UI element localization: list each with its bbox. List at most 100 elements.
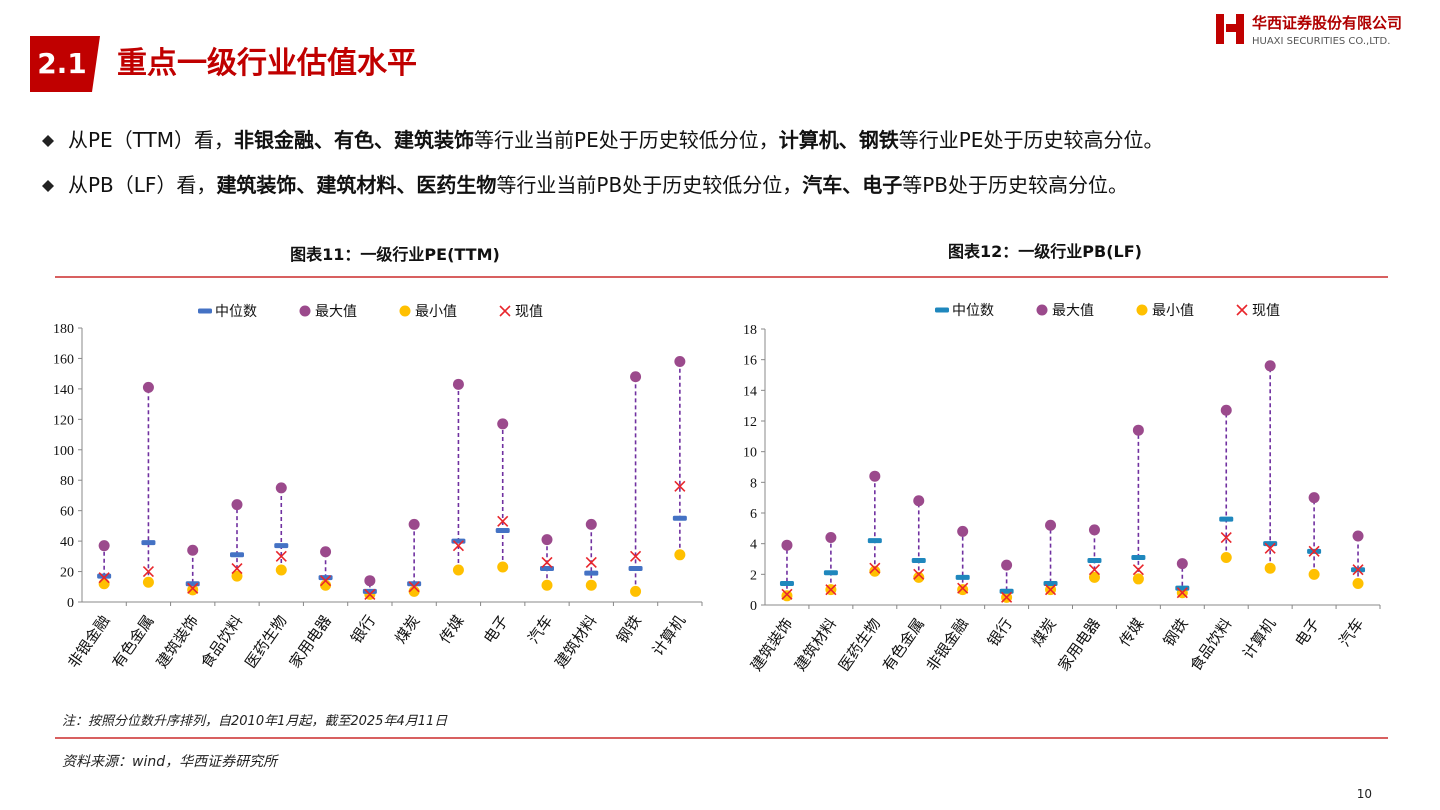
bullet-marker: [42, 180, 54, 192]
current-marker: [1308, 545, 1320, 557]
x-tick-label: 计算机: [649, 612, 690, 659]
current-marker: [320, 575, 332, 587]
median-marker: [274, 543, 289, 549]
legend-label: 最小值: [415, 304, 457, 320]
legend-swatch: [1036, 304, 1048, 316]
page-number: 10: [1357, 787, 1372, 801]
x-tick-label: 汽车: [1336, 616, 1367, 650]
current-marker: [869, 562, 881, 574]
max-marker: [585, 518, 597, 530]
min-marker: [497, 561, 509, 573]
median-marker: [1219, 516, 1234, 522]
current-marker: [781, 588, 793, 600]
current-marker: [497, 515, 509, 527]
min-marker: [1352, 578, 1364, 590]
x-tick-label: 建筑材料: [792, 616, 840, 675]
current-marker: [1001, 591, 1013, 603]
min-marker: [1264, 562, 1276, 574]
max-marker: [1308, 492, 1320, 504]
x-tick-label: 计算机: [1239, 615, 1280, 662]
min-marker: [913, 571, 925, 583]
chart-title: 图表11：一级行业PE(TTM): [290, 245, 500, 264]
max-marker: [825, 532, 837, 544]
median-marker: [1131, 554, 1146, 560]
chart-title: 图表12：一级行业PB(LF): [948, 242, 1142, 261]
logo-name: 华西证券股份有限公司: [1252, 14, 1402, 32]
median-marker: [584, 570, 599, 576]
min-marker: [869, 565, 881, 577]
median-marker: [1087, 558, 1102, 564]
current-marker: [1220, 531, 1232, 544]
legend-label: 最大值: [1052, 303, 1094, 319]
header-badge: [30, 36, 100, 92]
min-marker: [1132, 573, 1144, 585]
y-tick-label: 180: [53, 322, 74, 337]
x-tick-label: 电子: [1292, 616, 1323, 650]
bullet-segment: 等行业当前PB处于历史较低分位，: [496, 173, 802, 197]
source: 资料来源：wind，华西证券研究所: [62, 754, 279, 770]
median-marker: [1043, 581, 1058, 587]
current-marker: [1176, 587, 1188, 599]
median-marker: [672, 515, 687, 521]
current-marker: [1132, 564, 1144, 576]
bullet-segment: 汽车、电子: [802, 173, 902, 197]
max-marker: [1176, 558, 1188, 570]
y-tick-label: 14: [743, 384, 757, 399]
current-marker: [408, 581, 420, 593]
bullet-marker: [42, 135, 54, 147]
min-marker: [674, 549, 686, 561]
current-marker: [541, 556, 553, 568]
current-marker: [913, 568, 925, 580]
bullet-text: 从PE（TTM）看，非银金融、有色、建筑装饰等行业当前PE处于历史较低分位，计算…: [68, 128, 1163, 152]
max-marker: [869, 470, 881, 482]
min-marker: [1088, 571, 1100, 583]
bullet-segment: 从PB（LF）看，: [68, 173, 216, 197]
y-tick-label: 0: [67, 596, 74, 611]
current-marker: [674, 480, 686, 492]
x-tick-label: 钢铁: [614, 613, 645, 647]
x-tick-label: 银行: [985, 616, 1016, 650]
current-marker: [1264, 542, 1276, 554]
median-marker: [867, 538, 882, 544]
y-tick-label: 0: [750, 599, 757, 614]
x-tick-label: 电子: [481, 613, 512, 647]
y-tick-label: 20: [60, 566, 74, 581]
y-tick-label: 100: [53, 444, 74, 459]
legend-swatch: [299, 305, 311, 317]
legend-label: 最小值: [1152, 303, 1194, 319]
median-marker: [495, 527, 510, 533]
y-tick-label: 12: [743, 415, 757, 430]
legend-swatch: [935, 307, 949, 313]
max-marker: [98, 540, 110, 552]
x-tick-label: 食品饮料: [1187, 616, 1235, 675]
logo-name-en: HUAXI SECURITIES CO.,LTD.: [1252, 36, 1390, 47]
legend-label: 现值: [515, 304, 543, 320]
median-marker: [999, 588, 1014, 594]
max-marker: [630, 371, 642, 383]
max-marker: [957, 525, 969, 537]
y-tick-label: 120: [53, 413, 74, 428]
max-marker: [913, 495, 925, 507]
x-tick-label: 食品饮料: [198, 613, 246, 672]
bullet-segment: 从PE（TTM）看，: [68, 128, 234, 152]
x-tick-label: 家用电器: [1055, 616, 1103, 675]
y-tick-label: 160: [53, 352, 74, 367]
bullet-segment: 等PB处于历史较高分位。: [902, 173, 1128, 197]
max-marker: [1088, 524, 1100, 536]
x-tick-label: 煤炭: [392, 613, 423, 647]
min-marker: [781, 590, 793, 602]
min-marker: [98, 578, 110, 590]
y-tick-label: 140: [53, 383, 74, 398]
current-marker: [275, 550, 287, 562]
legend-swatch: [198, 308, 212, 314]
y-tick-label: 18: [743, 323, 757, 338]
max-marker: [1045, 519, 1057, 531]
header-title: 重点一级行业估值水平: [117, 46, 417, 81]
x-tick-label: 有色金属: [880, 616, 928, 675]
bullet-segment: 计算机、钢铁: [779, 128, 899, 152]
y-tick-label: 8: [750, 476, 757, 491]
max-marker: [231, 499, 243, 511]
max-marker: [452, 378, 464, 390]
current-marker: [1044, 584, 1057, 596]
